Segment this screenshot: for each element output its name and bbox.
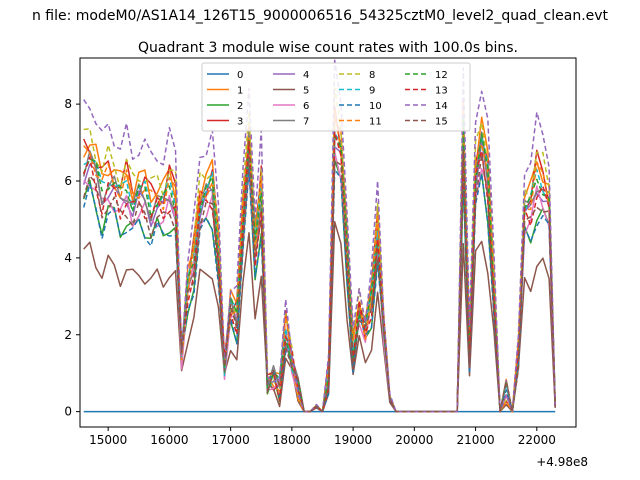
x-tick-label: 21000 xyxy=(456,433,494,447)
series-line-5 xyxy=(83,221,556,413)
plot-frame xyxy=(79,57,577,428)
legend-label-7: 7 xyxy=(303,117,309,128)
series-line-11 xyxy=(83,109,556,413)
legend-label-2: 2 xyxy=(237,101,243,112)
x-tick-label: 17000 xyxy=(212,433,250,447)
y-tick-label: 2 xyxy=(64,328,72,342)
y-tick-label: 4 xyxy=(64,251,72,265)
x-tick-label: 22000 xyxy=(518,433,556,447)
legend-label-12: 12 xyxy=(435,70,448,81)
series-line-13 xyxy=(82,131,556,413)
plot-area: 15000 16000 17000 18000 19000 20000 21000 22000… xyxy=(64,57,577,447)
x-axis-offset-label: +4.98e8 xyxy=(536,455,588,469)
legend-label-1: 1 xyxy=(237,86,243,97)
x-tick-label: 18000 xyxy=(273,433,311,447)
x-tick-label: 15000 xyxy=(89,433,127,447)
y-tick-label: 6 xyxy=(64,174,72,188)
x-tick-label: 20000 xyxy=(395,433,433,447)
legend-label-14: 14 xyxy=(435,101,448,112)
series-line-15 xyxy=(82,147,556,413)
x-tick-label: 19000 xyxy=(334,433,372,447)
legend-label-11: 11 xyxy=(369,117,382,128)
legend-label-15: 15 xyxy=(435,117,448,128)
legend-label-4: 4 xyxy=(303,70,309,81)
legend-label-5: 5 xyxy=(303,86,309,97)
legend-label-0: 0 xyxy=(237,70,243,81)
series-line-6 xyxy=(83,147,556,413)
x-tick-label: 16000 xyxy=(150,433,188,447)
legend-label-9: 9 xyxy=(369,86,375,97)
figure-suptitle: n file: modeM0/AS1A14_126T15_9000006516_… xyxy=(32,8,609,24)
y-tick-label: 0 xyxy=(64,405,72,419)
legend-box xyxy=(201,62,471,132)
legend-label-10: 10 xyxy=(369,101,382,112)
legend-label-3: 3 xyxy=(237,117,243,128)
legend-label-6: 6 xyxy=(303,101,309,112)
legend-label-8: 8 xyxy=(369,70,375,81)
legend-label-13: 13 xyxy=(435,86,448,97)
y-tick-label: 8 xyxy=(64,97,72,111)
chart-title: Quadrant 3 module wise count rates with … xyxy=(138,40,518,56)
